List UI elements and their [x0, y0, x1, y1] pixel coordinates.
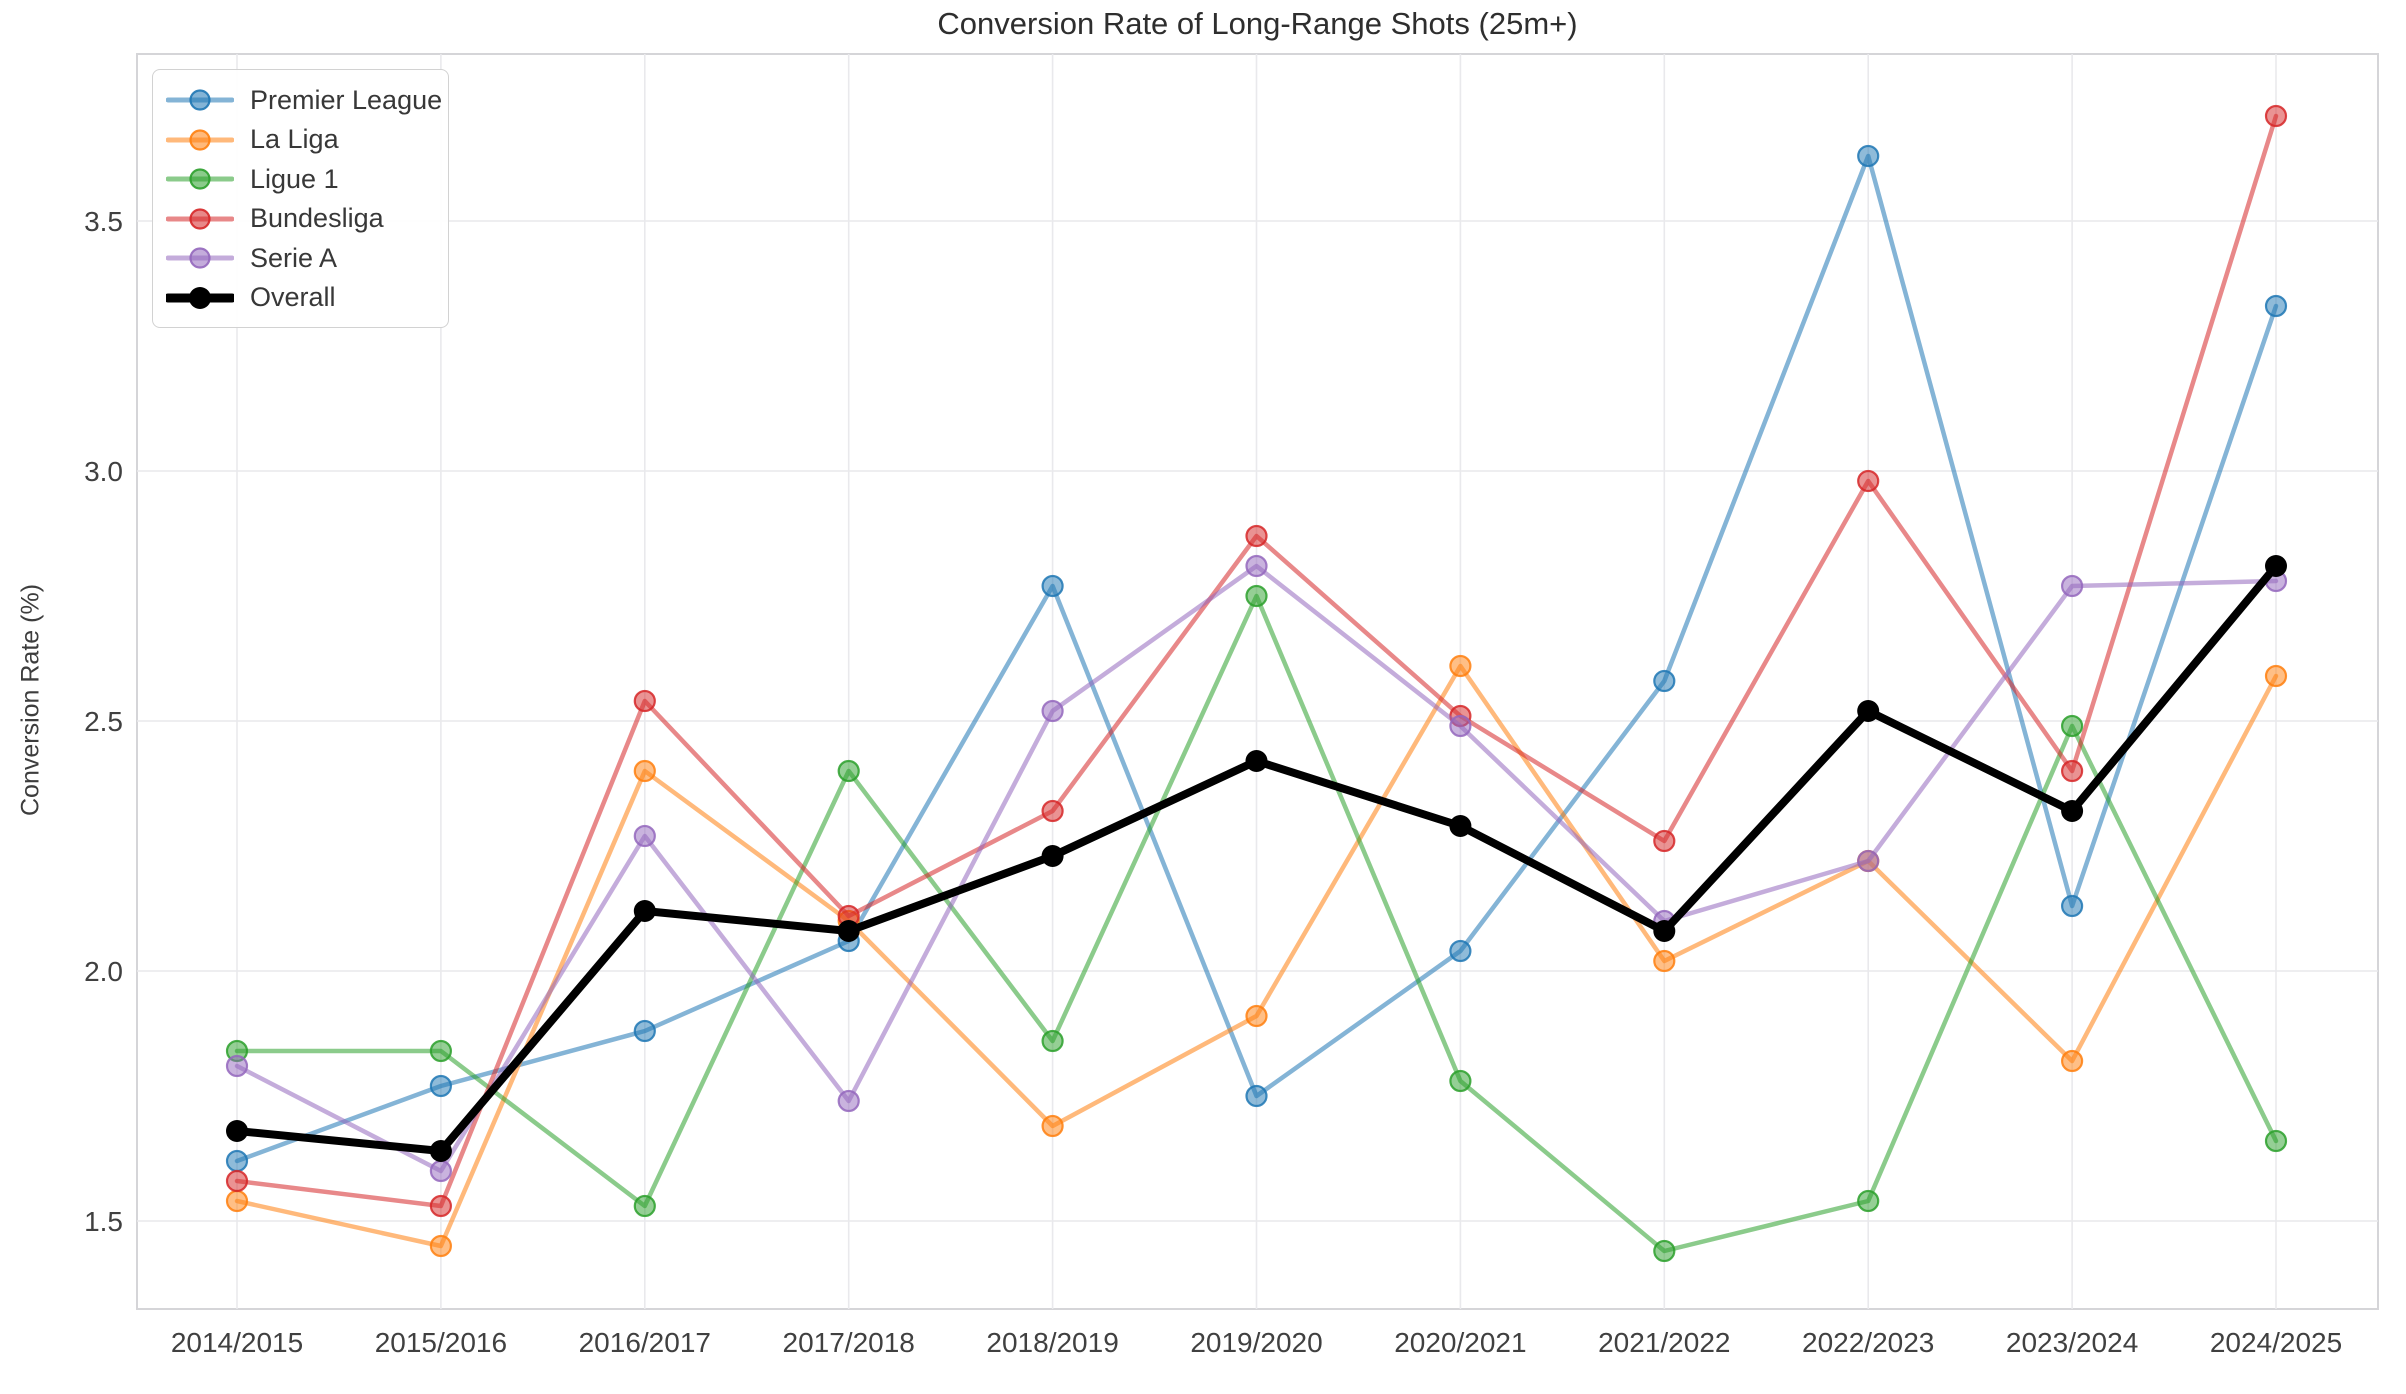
- data-point-ligue-1: [429, 1039, 452, 1063]
- legend-item: Premier League: [166, 81, 442, 119]
- data-point-la-liga: [225, 1189, 249, 1213]
- data-point-overall: [1653, 920, 1676, 942]
- data-point-ligue-1: [1857, 1189, 1880, 1213]
- data-point-overall: [2061, 800, 2084, 822]
- data-point-serie-a: [1245, 554, 1268, 578]
- data-point-serie-a: [1857, 849, 1880, 873]
- data-point-premier-league: [2061, 894, 2084, 918]
- data-point-ligue-1: [1041, 1029, 1064, 1053]
- x-tick-label: 2016/2017: [579, 1327, 711, 1358]
- x-tick-label: 2018/2019: [986, 1327, 1118, 1358]
- chart-title: Conversion Rate of Long-Range Shots (25m…: [937, 6, 1578, 41]
- data-point-premier-league: [633, 1019, 656, 1043]
- data-point-ligue-1: [837, 759, 860, 783]
- data-point-la-liga: [1653, 949, 1676, 973]
- x-tick-label: 2021/2022: [1598, 1327, 1730, 1358]
- data-point-ligue-1: [1245, 584, 1268, 608]
- legend-item: Ligue 1: [166, 160, 438, 198]
- data-point-la-liga: [2264, 664, 2288, 688]
- legend-line-marker-icon: [166, 128, 234, 151]
- data-point-premier-league: [1041, 574, 1064, 598]
- data-point-overall: [837, 920, 860, 942]
- y-tick-label: 3.0: [84, 456, 123, 487]
- data-point-overall: [1245, 750, 1268, 772]
- data-point-bundesliga: [429, 1194, 452, 1218]
- legend-item-label: Overall: [250, 282, 336, 313]
- data-point-la-liga: [1245, 1004, 1268, 1028]
- legend-line-marker-icon: [166, 208, 234, 230]
- legend-item-label: Premier League: [250, 84, 443, 115]
- data-point-serie-a: [429, 1159, 452, 1183]
- x-tick-label: 2017/2018: [783, 1327, 915, 1358]
- data-point-la-liga: [429, 1234, 452, 1258]
- data-point-serie-a: [633, 824, 656, 848]
- data-point-serie-a: [2061, 574, 2084, 598]
- data-point-bundesliga: [2061, 759, 2084, 783]
- data-point-premier-league: [1245, 1084, 1268, 1108]
- data-point-ligue-1: [1653, 1239, 1676, 1263]
- data-point-overall: [2265, 555, 2287, 577]
- data-point-ligue-1: [2061, 714, 2084, 738]
- data-point-overall: [1857, 700, 1880, 722]
- data-point-overall: [633, 900, 656, 922]
- data-point-premier-league: [2264, 294, 2288, 318]
- x-tick-label: 2023/2024: [2006, 1327, 2138, 1358]
- data-point-premier-league: [1857, 144, 1880, 168]
- data-point-ligue-1: [2264, 1129, 2288, 1153]
- data-point-la-liga: [1041, 1114, 1064, 1138]
- data-point-premier-league: [1449, 939, 1472, 963]
- legend-item: La Liga: [166, 121, 438, 159]
- data-point-premier-league: [429, 1074, 452, 1098]
- data-point-bundesliga: [225, 1169, 249, 1193]
- data-point-la-liga: [2061, 1049, 2084, 1073]
- data-point-bundesliga: [1857, 469, 1880, 493]
- legend-item: Overall: [166, 279, 438, 317]
- legend-line-marker-icon: [166, 286, 234, 309]
- legend-item: Serie A: [166, 239, 438, 277]
- data-point-la-liga: [633, 759, 656, 783]
- legend-item-label: Bundesliga: [250, 203, 384, 234]
- y-tick-label: 2.5: [84, 706, 123, 737]
- data-point-serie-a: [1041, 699, 1064, 723]
- legend-line-marker-icon: [166, 168, 234, 190]
- data-point-serie-a: [225, 1054, 249, 1078]
- x-tick-label: 2019/2020: [1190, 1327, 1322, 1358]
- x-tick-label: 2024/2025: [2210, 1327, 2342, 1358]
- data-point-ligue-1: [1449, 1069, 1472, 1093]
- y-tick-label: 2.0: [84, 956, 123, 987]
- x-tick-label: 2015/2016: [375, 1327, 507, 1358]
- y-tick-label: 1.5: [84, 1206, 123, 1237]
- legend: Premier League La Liga Ligue 1 Bundesliga Se…: [152, 69, 449, 328]
- legend-item-label: Ligue 1: [250, 163, 339, 194]
- data-point-bundesliga: [1653, 829, 1676, 853]
- legend-line-marker-icon: [166, 247, 234, 269]
- data-point-overall: [1449, 815, 1472, 837]
- data-point-bundesliga: [1245, 524, 1268, 548]
- data-point-la-liga: [1449, 654, 1472, 678]
- data-point-premier-league: [1653, 669, 1676, 693]
- data-point-overall: [1041, 845, 1064, 867]
- legend-item-label: Serie A: [250, 242, 338, 273]
- y-tick-label: 3.5: [84, 206, 123, 237]
- data-point-bundesliga: [2264, 104, 2288, 128]
- data-point-serie-a: [1449, 714, 1472, 738]
- data-point-premier-league: [225, 1149, 249, 1173]
- data-point-bundesliga: [1041, 799, 1064, 823]
- legend-item: Bundesliga: [166, 200, 438, 238]
- data-point-overall: [226, 1120, 248, 1142]
- data-point-bundesliga: [633, 689, 656, 713]
- data-point-ligue-1: [633, 1194, 656, 1218]
- x-tick-label: 2014/2015: [171, 1327, 303, 1358]
- x-tick-label: 2020/2021: [1394, 1327, 1526, 1358]
- data-point-serie-a: [837, 1089, 860, 1113]
- legend-item-label: La Liga: [250, 124, 339, 155]
- data-point-overall: [429, 1140, 452, 1162]
- x-tick-label: 2022/2023: [1802, 1327, 1934, 1358]
- legend-line-marker-icon: [166, 89, 234, 111]
